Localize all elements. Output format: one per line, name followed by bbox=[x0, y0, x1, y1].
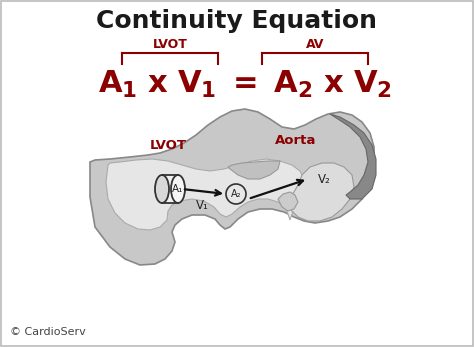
Polygon shape bbox=[228, 161, 280, 179]
Ellipse shape bbox=[226, 184, 246, 204]
Polygon shape bbox=[285, 163, 354, 221]
Polygon shape bbox=[330, 114, 376, 199]
Text: Continuity Equation: Continuity Equation bbox=[97, 9, 377, 33]
Text: A₁: A₁ bbox=[173, 184, 184, 194]
Text: A₂: A₂ bbox=[231, 189, 241, 199]
Text: AV: AV bbox=[306, 38, 324, 51]
Text: LVOT: LVOT bbox=[153, 38, 187, 51]
Text: V₂: V₂ bbox=[318, 172, 331, 186]
FancyBboxPatch shape bbox=[162, 175, 180, 203]
Text: Aorta: Aorta bbox=[275, 134, 317, 147]
Text: V₁: V₁ bbox=[196, 199, 209, 212]
Ellipse shape bbox=[155, 175, 169, 203]
Polygon shape bbox=[106, 159, 304, 230]
Ellipse shape bbox=[171, 175, 185, 203]
Text: LVOT: LVOT bbox=[149, 139, 186, 152]
Text: © CardioServ: © CardioServ bbox=[10, 327, 86, 337]
Polygon shape bbox=[278, 192, 298, 211]
Polygon shape bbox=[90, 109, 374, 265]
Text: $\mathbf{A_1}$$\mathbf{\ x\ }$$\mathbf{V_1}$$\mathbf{\ =\ }$$\mathbf{A_2}$$\math: $\mathbf{A_1}$$\mathbf{\ x\ }$$\mathbf{V… bbox=[98, 69, 392, 100]
